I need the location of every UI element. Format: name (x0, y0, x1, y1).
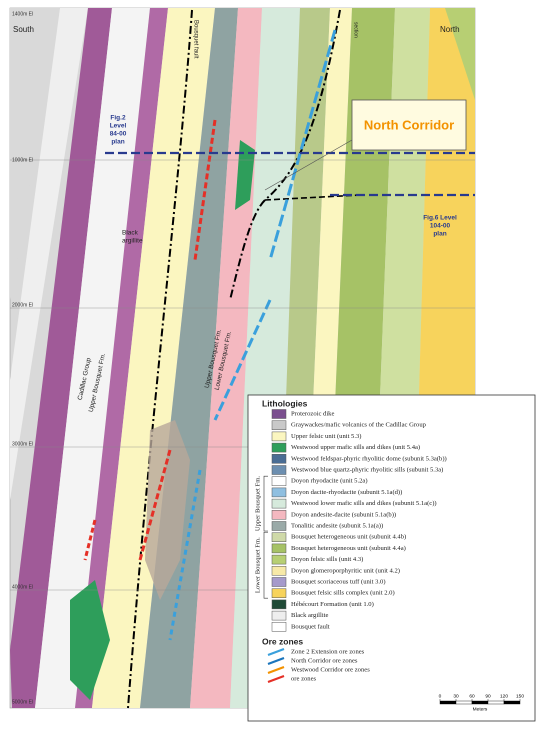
legend-swatch (271, 420, 287, 430)
unit-label: argillite (122, 238, 143, 245)
legend-label: Bousquet heterogeneous unit (subunit 4.4… (291, 534, 406, 541)
level-label: Level (110, 123, 127, 130)
ore-label: Westwood Corridor ore zones (291, 667, 370, 674)
unit-label: Black (122, 230, 139, 237)
ore-swatch (267, 656, 285, 666)
group-bracket (263, 531, 268, 599)
level-label: plan (433, 231, 446, 238)
level-label: Fig.6 Level (423, 215, 457, 222)
legend-label: Graywackes/mafic volcanics of the Cadill… (291, 422, 427, 429)
scale-label: 150 (516, 693, 524, 699)
level-label: Fig.2 (110, 115, 126, 122)
callout-box (351, 99, 467, 151)
legend-label: Doyon glomeroporphyritic unit (unit 4.2) (291, 567, 400, 574)
ore-swatch (267, 665, 285, 675)
legend-label: Doyon andesite-dacite (subunit 5.1a(b)) (291, 511, 396, 518)
ore-swatch (267, 674, 285, 684)
legend-swatch (271, 465, 287, 475)
legend-label: Westwood lower mafic sills and dikes (su… (291, 500, 437, 507)
elevation-label: 3000m El (12, 441, 33, 447)
legend-label: Doyon dacite-rhyodacite (subunit 5.1a(d)… (291, 489, 402, 496)
legend-swatch (271, 554, 287, 565)
elevation-label: 2000m El (12, 302, 33, 308)
legend-label: Bousquet felsic sills complex (unit 2.0) (291, 590, 395, 597)
legend-swatch (271, 610, 287, 621)
direction-label: South (13, 25, 34, 34)
legend-swatch (271, 599, 287, 610)
ore-label: North Corridor ore zones (291, 658, 358, 665)
callout-title: North Corridor (364, 117, 454, 132)
elevation-label: 1000m El (12, 157, 33, 163)
section-label: section (353, 22, 359, 38)
scale-label: 30 (453, 693, 459, 699)
legend-label: Westwood feldspar-phyric rhyolitic dome … (291, 455, 447, 462)
scale-segment (471, 700, 489, 705)
ore-title: Ore zones (262, 636, 303, 646)
scale-label: 90 (485, 693, 491, 699)
legend-label: Westwood blue quartz-phyric rhyolitic si… (291, 467, 443, 474)
legend-label: Bousquet fault (291, 623, 330, 630)
ore-swatch (267, 647, 285, 657)
legend-label: Tonalitic andesite (subunit 5.1a(a)) (291, 523, 383, 530)
group-label: Lower Bousquet Fm. (255, 537, 262, 593)
direction-label: North (440, 25, 460, 34)
legend-swatch (271, 442, 287, 453)
legend-label: Bousquet scoriaceous tuff (unit 3.0) (291, 579, 386, 586)
ore-label: Zone 2 Extension ore zones (291, 649, 365, 656)
legend-swatch (271, 532, 287, 542)
legend-swatch (271, 622, 287, 632)
legend-swatch (271, 409, 287, 419)
legend-swatch (271, 566, 287, 576)
legend-label: Doyon rhyodacite (unit 5.2a) (291, 478, 368, 485)
legend-label: Hébécourt Formation (unit 1.0) (291, 601, 374, 608)
group-label: Upper Bousquet Fm. (255, 476, 262, 531)
level-label: 104-00 (430, 223, 451, 230)
scale-segment (487, 700, 505, 705)
legend-swatch (271, 454, 287, 464)
scale-segment (439, 700, 457, 705)
legend-swatch (271, 498, 287, 509)
legend-label: Bousquet heterogeneous unit (subunit 4.4… (291, 545, 406, 552)
elevation-label: 4000m El (12, 584, 33, 590)
legend-label: Upper felsic unit (unit 5.3) (291, 433, 362, 440)
legend-label: Black argillite (291, 612, 328, 619)
legend-label: Westwood upper mafic sills and dikes (un… (291, 444, 420, 451)
group-bracket (263, 475, 268, 532)
elevation-label: 5000m El (12, 699, 33, 705)
legend-swatch (271, 510, 287, 520)
legend-swatch (271, 577, 287, 587)
scale-label: 120 (500, 693, 508, 699)
legend-swatch (271, 487, 287, 498)
legend-swatch (271, 588, 287, 598)
ore-label: ore zones (291, 676, 317, 683)
legend-swatch (271, 543, 287, 554)
level-label: 84-00 (110, 131, 127, 138)
scale-segment (455, 700, 473, 705)
scale-segment (503, 700, 521, 705)
legend-label: Proterozoic dike (291, 411, 334, 418)
legend-swatch (271, 521, 287, 531)
legend-swatch (271, 476, 287, 486)
scale-label: 60 (469, 693, 475, 699)
legend-title: Lithologies (262, 398, 308, 408)
fault-label: Bousquet fault (192, 20, 198, 59)
scale-unit: Meters (473, 706, 488, 712)
level-label: plan (111, 139, 124, 146)
scale-label: 0 (439, 693, 442, 699)
legend-label: Doyon felsic sills (unit 4.3) (291, 556, 363, 563)
legend: Lithologies Proterozoic dike Graywackes/m… (247, 394, 536, 722)
legend-swatch (271, 431, 287, 442)
elevation-label: 1400m El (12, 11, 33, 17)
